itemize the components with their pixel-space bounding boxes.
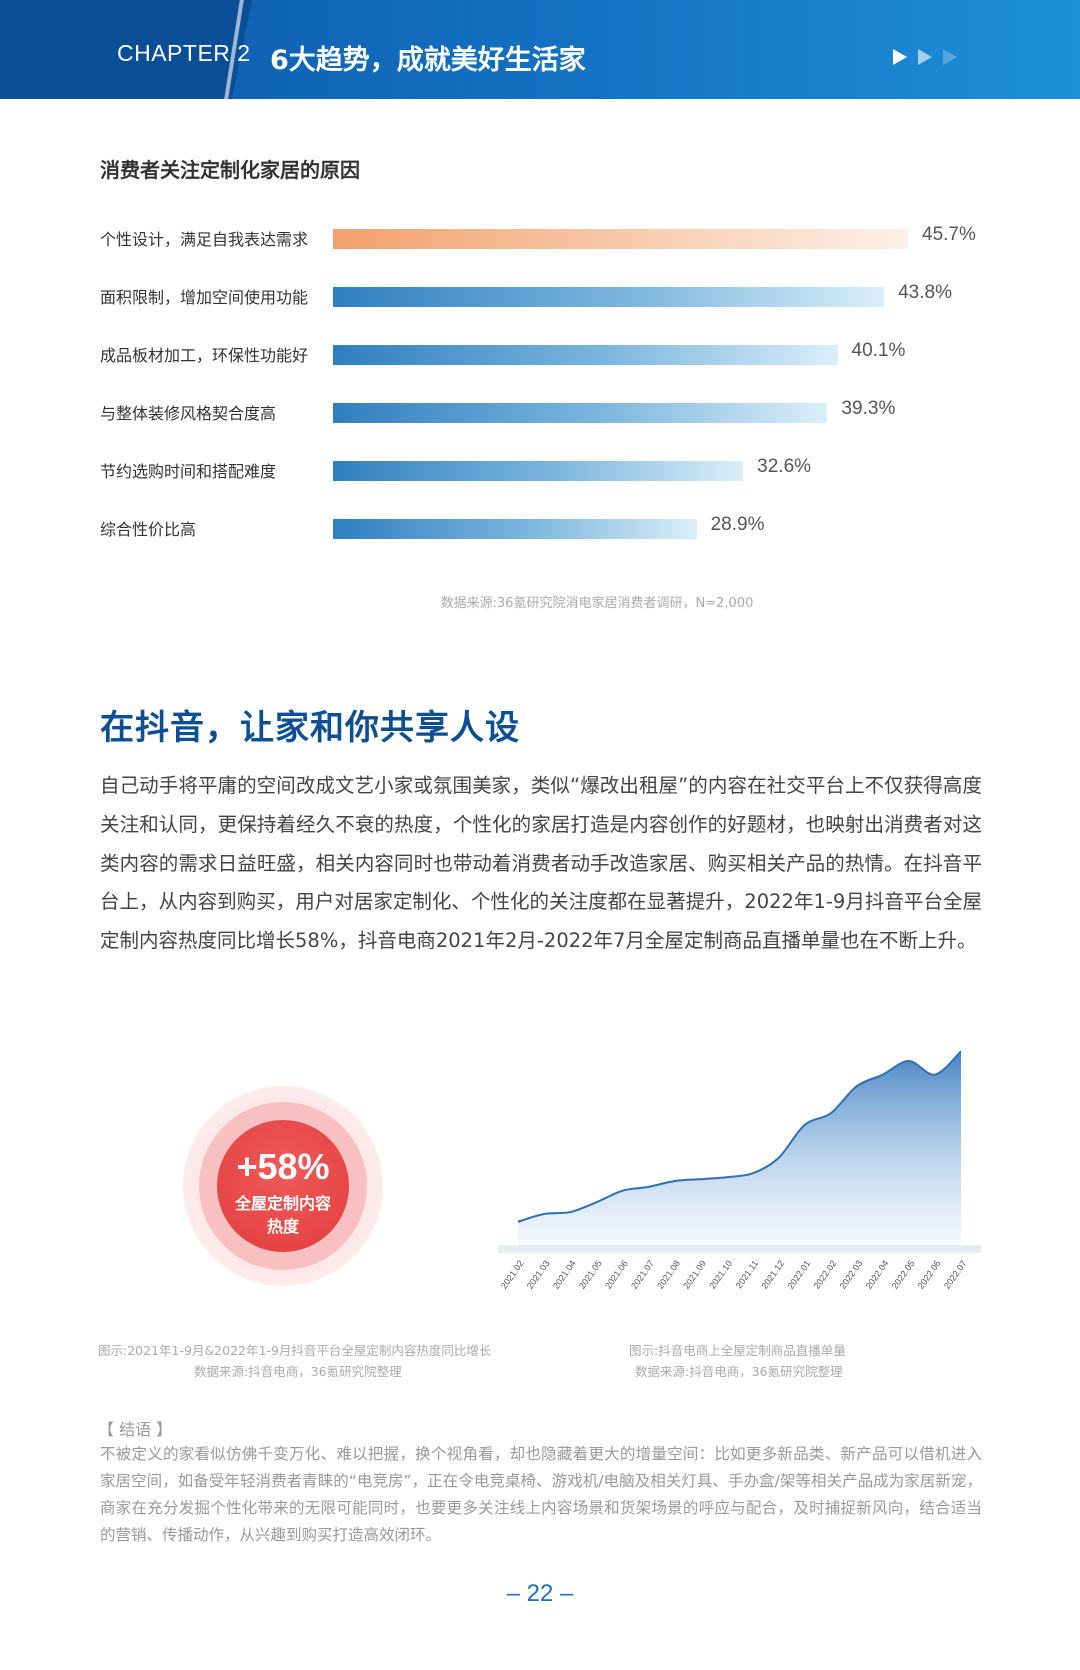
area-line [517,1050,962,1223]
x-tick-label: 2021.02 [499,1258,526,1290]
badge-core [217,1120,349,1252]
bar-row: 成品板材加工，环保性功能好 40.1% [0,338,1080,368]
bar-label: 个性设计，满足自我表达需求 [100,230,309,249]
growth-badge: +58% 全屋定制内容 热度 [183,1086,383,1286]
chapter-title: 6大趋势，成就美好生活家 [270,45,586,76]
livestream-area-chart: 2021.02 2021.03 2021.04 2021.05 2021.06 2021.… [498,1050,981,1290]
x-tick-label: 2022.01 [785,1258,812,1290]
x-tick-label: 2022.07 [942,1258,969,1290]
bar-value: 45.7% [922,224,976,245]
bar-value: 28.9% [710,514,765,535]
chapter-tab [0,0,252,99]
reasons-bar-chart: 个性设计，满足自我表达需求 45.7% 面积限制，增加空间使用功能 43.8% 成品板材… [0,0,1080,560]
bar [333,287,885,307]
x-tick-label: 2022.05 [890,1258,917,1290]
x-tick-label: 2022.03 [838,1258,865,1290]
x-tick-label: 2021.11 [734,1258,760,1290]
x-tick-label: 2022.06 [916,1258,943,1290]
x-tick-label: 2021.07 [629,1258,656,1290]
chart-baseline [498,1245,981,1253]
chapter-label: CHAPTER 2 [117,40,251,66]
badge-source: 数据来源:抖音电商，36氪研究院整理 [194,1364,402,1379]
badge-caption: 图示:2021年1-9月&2022年1-9月抖音平台全屋定制内容热度同比增长 [98,1343,492,1358]
reasons-source: 数据来源:36氪研究院消电家居消费者调研，N=2,000 [440,596,754,611]
area-chart-source: 数据来源:抖音电商，36氪研究院整理 [635,1364,843,1379]
x-tick-label: 2021.03 [525,1258,552,1290]
x-tick-label: 2021.12 [759,1258,786,1290]
badge-label-line1: 全屋定制内容 [234,1194,331,1213]
bar-value: 43.8% [898,282,952,303]
x-tick-label: 2021.08 [655,1258,682,1290]
x-tick-label: 2022.04 [864,1258,891,1290]
bar-value: 40.1% [851,340,906,361]
bar-row: 个性设计，满足自我表达需求 45.7% [0,222,1080,252]
bar [333,519,697,539]
x-tick-label: 2021.06 [603,1258,630,1290]
bar-row: 节约选购时间和搭配难度 32.6% [0,454,1080,484]
area-chart-caption: 图示:抖音电商上全屋定制商品直播单量 [629,1343,846,1358]
conclusion-heading: 【 结语 】 [98,1420,173,1439]
section-heading: 在抖音，让家和你共享人设 [100,708,520,748]
chapter-header: CHAPTER 2 6大趋势，成就美好生活家 [0,0,1080,99]
badge-label-line2: 热度 [266,1217,299,1236]
section-paragraph: 自己动手将平庸的空间改成文艺小家或氛围美家，类似“爆改出租屋”的内容在社交平台上… [100,774,982,953]
badge-value: +58% [236,1146,330,1187]
bar-label: 节约选购时间和搭配难度 [100,462,277,481]
bar-label: 面积限制，增加空间使用功能 [100,288,309,307]
bar-row: 综合性价比高 28.9% [0,512,1080,542]
conclusion-text: 不被定义的家看似仿佛千变万化、难以把握，换个视角看，却也隐藏着更大的增量空间：比… [100,1445,982,1544]
area-fill [518,1051,961,1245]
bar [333,345,838,365]
x-tick-label: 2021.10 [707,1258,734,1290]
bar [333,229,908,249]
bar [333,403,828,423]
bar-value: 39.3% [841,398,896,419]
badge-label: 全屋定制内容 热度 [183,1192,383,1238]
x-tick-label: 2021.04 [551,1258,578,1290]
bar-value: 32.6% [757,456,812,477]
page-number: – 22 – [506,1580,574,1607]
x-tick-label: 2022.02 [811,1258,838,1290]
bar-row: 面积限制，增加空间使用功能 43.8% [0,280,1080,310]
bar-label: 综合性价比高 [100,520,197,539]
reasons-chart-title: 消费者关注定制化家居的原因 [100,158,360,182]
bar [333,461,744,481]
bar-label: 与整体装修风格契合度高 [100,404,277,423]
x-tick-label: 2021.09 [681,1258,708,1290]
bar-label: 成品板材加工，环保性功能好 [100,346,309,365]
x-tick-label: 2021.05 [577,1258,604,1290]
bar-row: 与整体装修风格契合度高 39.3% [0,396,1080,426]
triple-arrow-icon [893,49,957,65]
